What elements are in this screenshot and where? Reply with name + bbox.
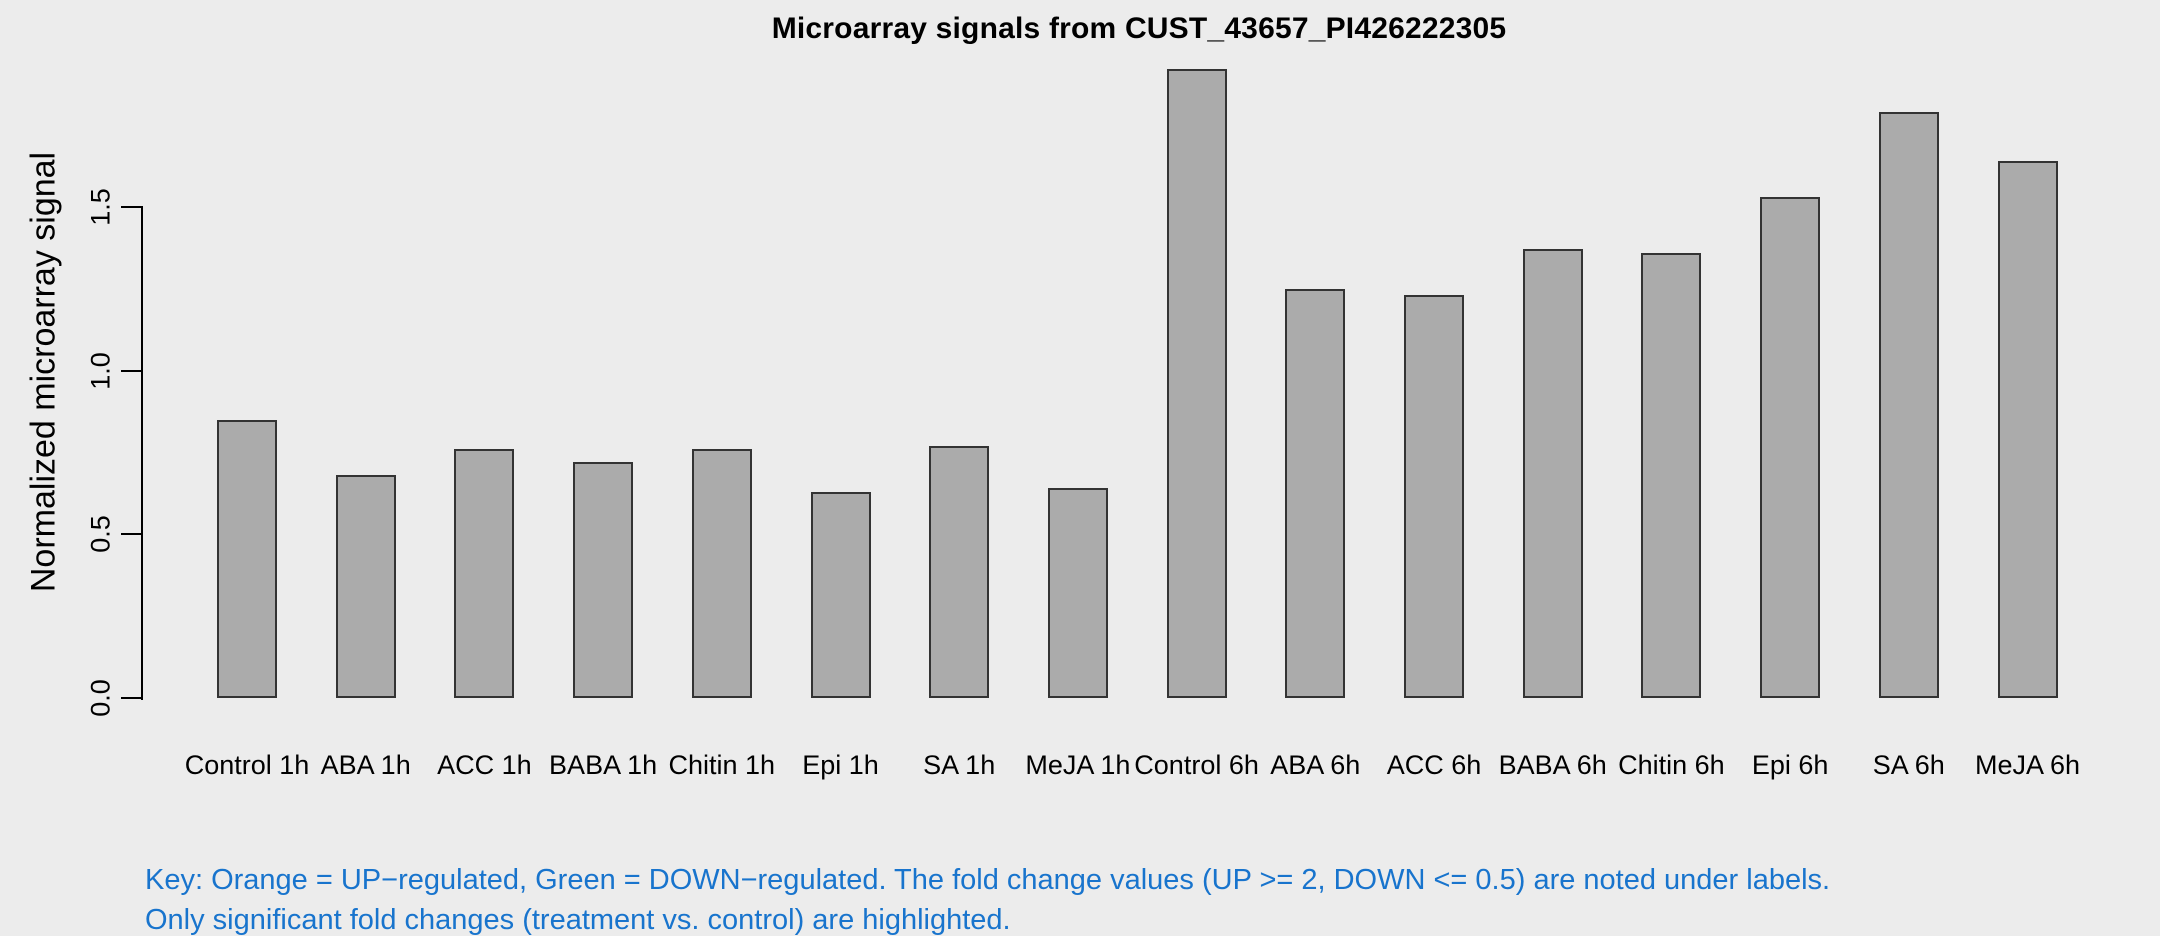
x-tick-label-sa-1h: SA 1h xyxy=(923,750,996,780)
bar-aba-1h xyxy=(335,475,396,698)
y-axis-title: Normalized microarray signal xyxy=(24,151,63,593)
key-note-line-2: Only significant fold changes (treatment… xyxy=(145,904,1011,936)
x-tick-label-chitin-1h: Chitin 1h xyxy=(668,750,776,780)
bar-sa-6h xyxy=(1878,111,1939,698)
x-tick-label-aba-1h: ABA 1h xyxy=(320,750,411,780)
x-tick-label-chitin-6h: Chitin 6h xyxy=(1618,750,1725,780)
x-tick-label-control-1h: Control 1h xyxy=(184,750,310,780)
bar-chitin-1h xyxy=(691,449,752,698)
bar-acc-6h xyxy=(1404,295,1464,698)
x-tick-label-aba-6h: ABA 6h xyxy=(1270,750,1361,780)
bar-chitin-6h xyxy=(1641,252,1702,698)
bar-epi-1h xyxy=(810,491,871,698)
y-axis-line xyxy=(141,205,143,700)
x-tick-label-epi-1h: Epi 1h xyxy=(802,750,879,780)
y-tick-label: 0.0 xyxy=(85,679,116,717)
y-tick-label: 1.0 xyxy=(85,351,116,390)
x-tick-label-baba-6h: BABA 6h xyxy=(1498,750,1607,780)
y-tick-mark xyxy=(121,369,141,372)
x-tick-label-meja-6h: MeJA 6h xyxy=(1974,750,2081,780)
x-tick-label-epi-6h: Epi 6h xyxy=(1751,750,1829,780)
y-tick-mark xyxy=(121,533,141,536)
x-tick-label-acc-6h: ACC 6h xyxy=(1386,750,1482,780)
y-tick-mark xyxy=(121,205,141,208)
bar-baba-1h xyxy=(573,462,634,698)
chart-title: Microarray signals from CUST_43657_PI426… xyxy=(771,12,1507,45)
x-tick-label-control-6h: Control 6h xyxy=(1134,750,1259,780)
bar-control-1h xyxy=(217,419,277,698)
bar-baba-6h xyxy=(1522,249,1583,698)
bar-control-6h xyxy=(1166,69,1227,698)
y-tick-label: 0.5 xyxy=(85,515,116,554)
x-tick-label-sa-6h: SA 6h xyxy=(1872,750,1945,780)
bar-acc-1h xyxy=(454,449,515,698)
key-note-line-1: Key: Orange = UP−regulated, Green = DOWN… xyxy=(145,864,1831,896)
bar-meja-6h xyxy=(1997,161,2058,698)
bar-sa-1h xyxy=(929,445,990,698)
bar-aba-6h xyxy=(1285,288,1346,698)
y-tick-label: 1.5 xyxy=(85,188,116,226)
bar-meja-1h xyxy=(1047,488,1108,698)
x-tick-label-meja-1h: MeJA 1h xyxy=(1025,750,1131,780)
bar-epi-6h xyxy=(1760,197,1821,698)
x-tick-label-baba-1h: BABA 1h xyxy=(549,750,658,780)
x-tick-label-acc-1h: ACC 1h xyxy=(437,750,532,780)
key-note: Key: Orange = UP−regulated, Green = DOWN… xyxy=(145,860,1830,936)
y-tick-mark xyxy=(121,697,141,699)
